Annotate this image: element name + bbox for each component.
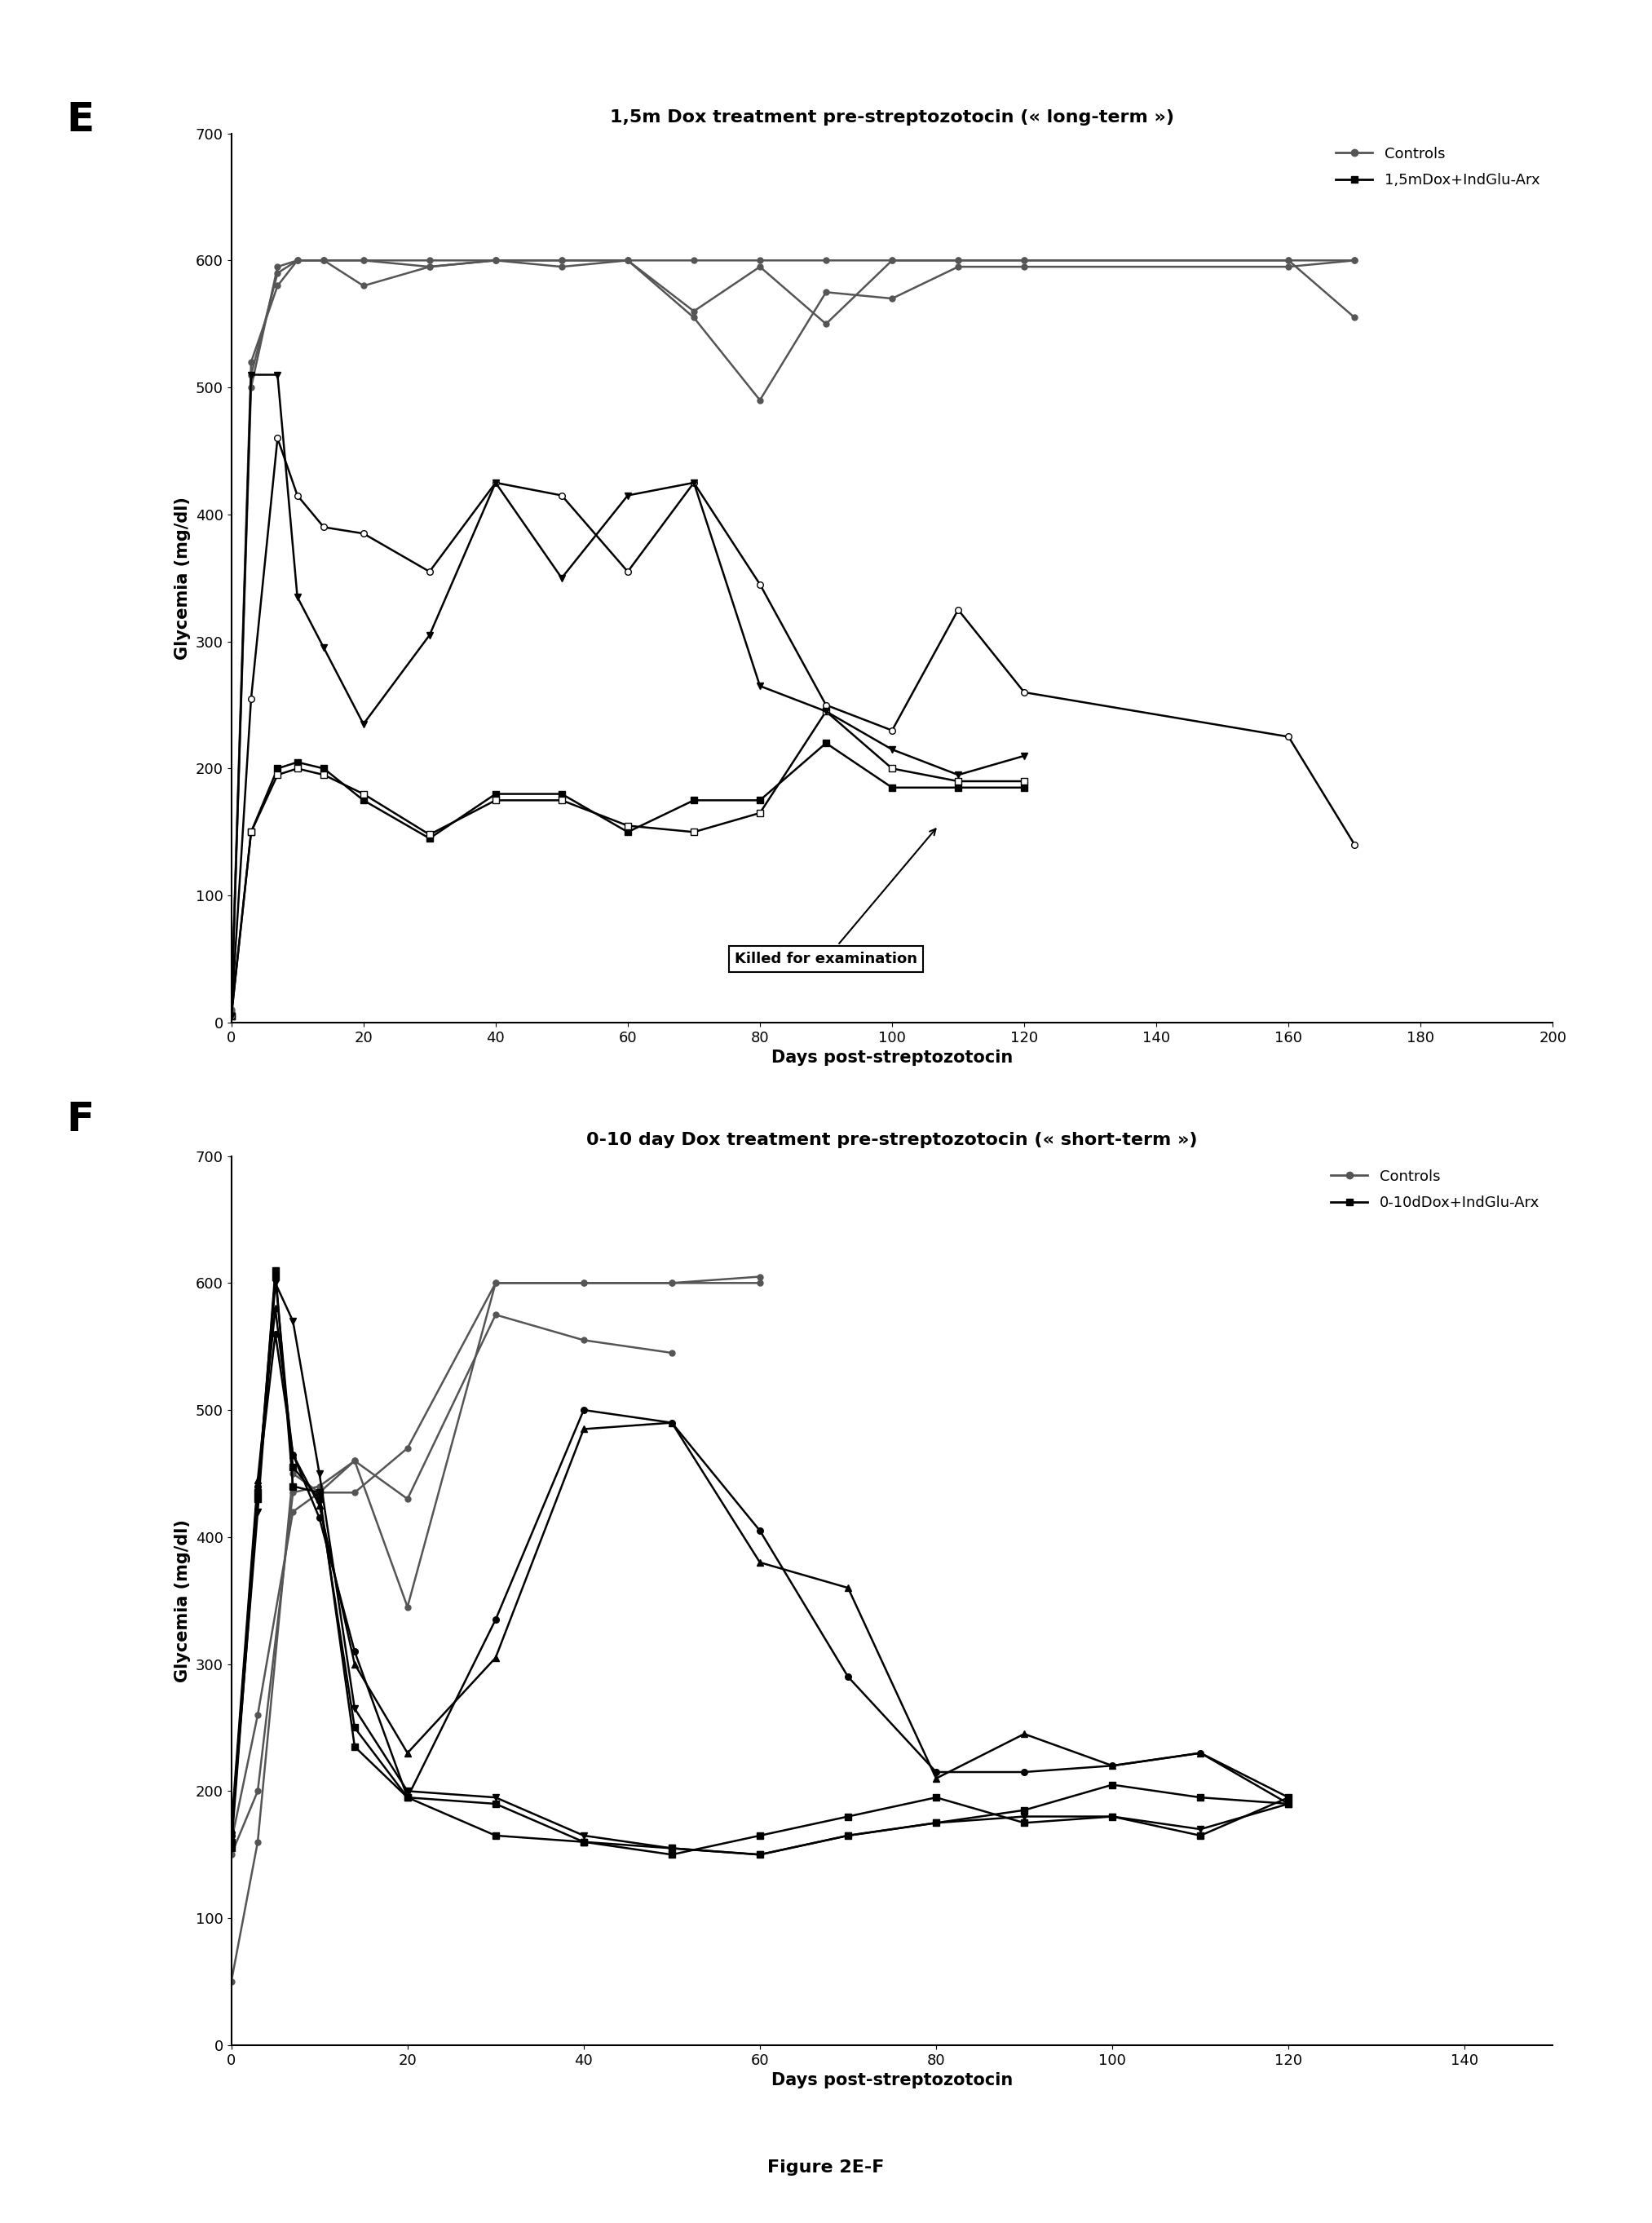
Legend: Controls, 1,5mDox+IndGlu-Arx: Controls, 1,5mDox+IndGlu-Arx (1330, 140, 1546, 193)
Text: F: F (66, 1100, 94, 1140)
Y-axis label: Glycemia (mg/dl): Glycemia (mg/dl) (175, 1518, 192, 1683)
X-axis label: Days post-streptozotocin: Days post-streptozotocin (771, 1049, 1013, 1067)
Text: E: E (66, 100, 94, 140)
Legend: Controls, 0-10dDox+IndGlu-Arx: Controls, 0-10dDox+IndGlu-Arx (1325, 1163, 1546, 1216)
Title: 0-10 day Dox treatment pre-streptozotocin (« short-term »): 0-10 day Dox treatment pre-streptozotoci… (586, 1132, 1198, 1147)
Text: Killed for examination: Killed for examination (735, 829, 935, 967)
Text: Figure 2E-F: Figure 2E-F (768, 2159, 884, 2176)
Y-axis label: Glycemia (mg/dl): Glycemia (mg/dl) (175, 496, 192, 660)
Title: 1,5m Dox treatment pre-streptozotocin (« long-term »): 1,5m Dox treatment pre-streptozotocin («… (610, 109, 1175, 124)
X-axis label: Days post-streptozotocin: Days post-streptozotocin (771, 2072, 1013, 2090)
